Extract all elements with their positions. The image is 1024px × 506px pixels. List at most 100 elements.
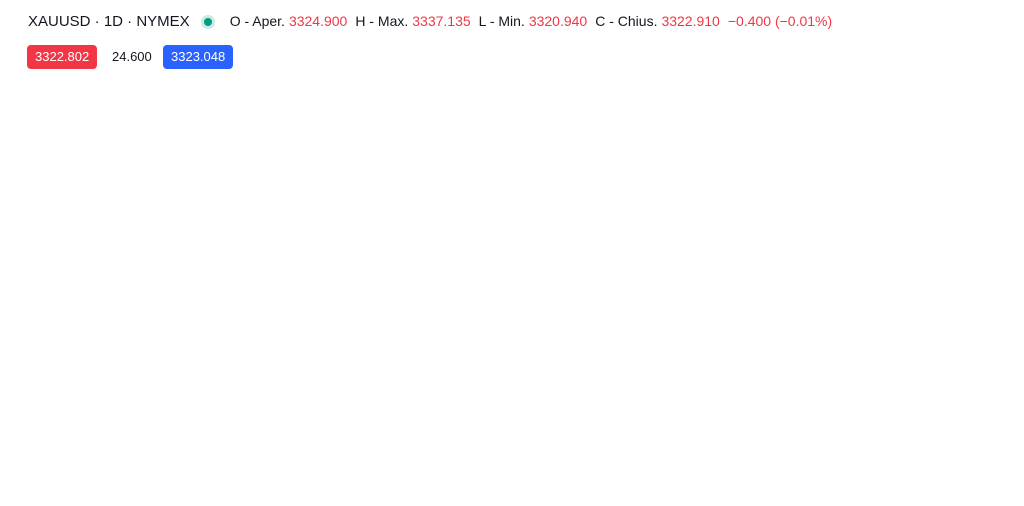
scroll-arrow[interactable]: ‹ [8, 460, 12, 474]
candle-body [604, 200, 611, 210]
candle-body [392, 336, 399, 346]
candle-body [189, 376, 196, 385]
candle-body [333, 274, 340, 292]
x-tick-label: 16 [431, 479, 445, 493]
level-label: 3121.230 [958, 261, 1008, 275]
sell-button[interactable]: 3322.802 [27, 45, 98, 69]
candle-body [443, 155, 450, 204]
settings-icon[interactable] [980, 478, 996, 494]
ohlc-value: 3324.900 [288, 13, 348, 29]
candle-body [232, 373, 239, 388]
candle-body [485, 144, 492, 173]
candle-body [451, 149, 458, 156]
candle-body [832, 115, 839, 125]
candle-body [88, 387, 95, 400]
price-label-box [950, 144, 1020, 163]
candle-body [756, 135, 763, 156]
y-tick-label: 3000.000 [960, 329, 1010, 343]
candle-body [215, 384, 222, 402]
candle-body [46, 393, 53, 405]
candle-body [350, 265, 357, 272]
candle-body [570, 121, 577, 145]
candle-body [468, 98, 475, 150]
ohlc-label: L - Min. [478, 13, 525, 29]
candle-body [815, 84, 822, 119]
candle-body [494, 144, 501, 156]
symbol-label: XAUUSD [894, 147, 944, 161]
candle-body [502, 149, 509, 156]
candle-body [688, 141, 695, 164]
candle-body [663, 152, 670, 162]
candle-body [747, 124, 754, 136]
candle-body [527, 172, 534, 201]
candle-body [620, 203, 627, 235]
candle-body [342, 265, 349, 275]
candle-body [739, 124, 746, 133]
candle-body [477, 149, 484, 173]
candle-body [578, 144, 585, 162]
candle-body [206, 379, 213, 385]
y-tick-label: 3100.000 [960, 272, 1010, 286]
candle-body [358, 265, 365, 272]
symbol-label-box [892, 144, 947, 163]
x-tick-label: Lug [884, 479, 904, 493]
candle-body [849, 112, 856, 154]
level-label-box [947, 258, 1019, 278]
candle-body [282, 316, 289, 323]
candle-body [181, 384, 188, 397]
ohlc-label: O - Aper. [229, 13, 285, 29]
candle-body [773, 149, 780, 156]
candle-body [257, 325, 264, 343]
x-tick-label: Mag [519, 479, 542, 493]
level-label-box [947, 42, 1019, 62]
change-value: −0.400 (−0.01%) [727, 13, 833, 29]
candle-body [54, 382, 61, 394]
level-label: 3502.656 [958, 45, 1008, 59]
ohlc-value: 3337.135 [412, 13, 471, 29]
candle-body [671, 132, 678, 153]
candle-body [511, 149, 518, 162]
candle-body [223, 387, 230, 402]
candle-body [274, 311, 281, 317]
candle-body [316, 305, 323, 317]
candle-body [80, 373, 87, 388]
candle-body [291, 322, 298, 332]
candle-body [299, 328, 306, 332]
candle-body [384, 319, 391, 337]
y-tick-label: 2800.000 [960, 442, 1010, 456]
candle-body [122, 367, 129, 371]
candle-body [840, 124, 847, 127]
ohlc-value: 3320.940 [528, 13, 588, 29]
candle-body [435, 203, 442, 210]
ohlc-value: 3322.910 [661, 13, 720, 29]
x-tick-label: Mar [157, 479, 178, 493]
candle-body [266, 311, 273, 326]
candle-body [730, 121, 737, 133]
candle-body [561, 98, 568, 122]
candle-body [595, 172, 602, 201]
candle-body [375, 280, 382, 320]
candle-body [173, 396, 180, 419]
candle-body [308, 316, 315, 329]
candle-body [705, 161, 712, 173]
candle-body [164, 404, 171, 419]
candle-body [637, 200, 644, 224]
status-dot [203, 17, 212, 26]
candle-body [553, 98, 560, 201]
candle-body [97, 384, 104, 400]
symbol-title[interactable]: XAUUSD · 1D · NYMEX [28, 13, 190, 30]
candle-body [113, 367, 120, 374]
candle-body [696, 163, 703, 173]
y-tick-label: 3400.000 [960, 102, 1010, 116]
candle-body [798, 115, 805, 139]
x-tick-label: Giu [708, 479, 727, 493]
candle-body [426, 203, 433, 210]
candle-body [519, 161, 526, 173]
x-tick-label: Apr [336, 479, 355, 493]
candle-body [781, 152, 788, 156]
candle-body [713, 124, 720, 162]
candle-body [823, 115, 830, 119]
candle-body [139, 366, 146, 383]
buy-button[interactable]: 3323.048 [163, 45, 234, 69]
